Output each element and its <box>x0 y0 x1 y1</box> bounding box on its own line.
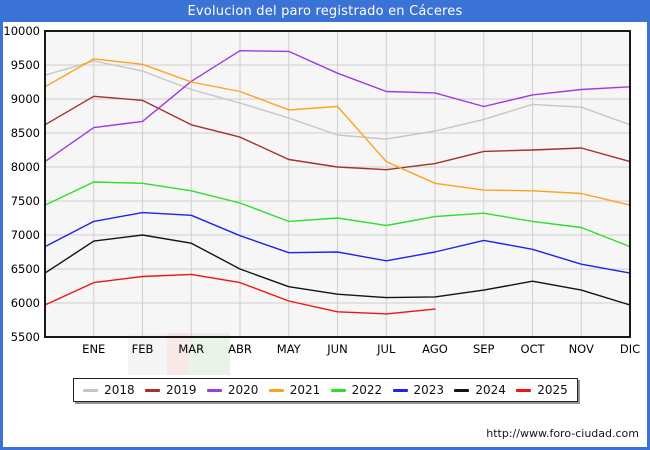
legend-label-2023: 2023 <box>413 383 445 397</box>
x-tick-label: ENE <box>82 342 105 356</box>
legend-item-2018: 2018 <box>83 383 135 397</box>
y-tick-label: 9000 <box>11 92 40 106</box>
watermark-flag <box>167 333 189 375</box>
y-tick-label: 10000 <box>3 24 40 38</box>
legend-item-2022: 2022 <box>330 383 383 397</box>
series-line-2021 <box>44 58 631 206</box>
series-line-2022 <box>44 181 631 248</box>
y-tick-label: 9500 <box>11 58 40 72</box>
watermark-flag <box>128 333 167 375</box>
x-tick-label: NOV <box>569 342 594 356</box>
legend-marker-2021 <box>268 388 284 392</box>
legend-marker-2019 <box>145 388 161 392</box>
x-tick-label: SEP <box>473 342 495 356</box>
chart-title: Evolucion del paro registrado en Cáceres <box>187 3 463 19</box>
y-tick-label: 8000 <box>11 160 40 174</box>
series-line-2023 <box>44 211 631 274</box>
legend-item-2025: 2025 <box>516 383 568 397</box>
x-tick-label: MAR <box>178 342 204 356</box>
x-tick-label: JUL <box>376 342 396 356</box>
legend-label-2022: 2022 <box>351 383 383 397</box>
legend: 2018 2019 2020 2021 2022 2023 2024 2025 <box>73 378 578 402</box>
legend-label-2018: 2018 <box>104 383 135 397</box>
series-line-2020 <box>44 50 631 163</box>
x-tick-label: DIC <box>620 342 640 356</box>
plot-border <box>44 30 631 338</box>
line-chart: 10000 9500 9000 8500 8000 7500 7000 6500 6000 550… <box>3 24 640 375</box>
series-line-2024 <box>44 234 631 306</box>
legend-item-2019: 2019 <box>145 383 197 397</box>
x-tick-label: FEB <box>132 342 154 356</box>
x-tick-label: ABR <box>228 342 252 356</box>
legend-item-2020: 2020 <box>206 383 259 397</box>
watermark-flag <box>189 333 230 375</box>
series-line-2019 <box>44 95 631 171</box>
legend-item-2024: 2024 <box>454 383 506 397</box>
chart-content: 10000 9500 9000 8500 8000 7500 7000 6500 6000 550… <box>3 22 647 447</box>
legend-label-2024: 2024 <box>475 383 506 397</box>
legend-marker-2022 <box>330 388 346 392</box>
legend-marker-2024 <box>454 388 470 392</box>
legend-label-2021: 2021 <box>289 383 321 397</box>
x-tick-label: JUN <box>326 342 347 356</box>
legend-marker-2020 <box>206 388 222 392</box>
y-tick-label: 6000 <box>11 296 40 310</box>
x-tick-label: OCT <box>520 342 545 356</box>
x-tick-label: MAY <box>277 342 302 356</box>
series-line-2018 <box>44 60 631 140</box>
y-tick-label: 7000 <box>11 228 40 242</box>
legend-marker-2023 <box>392 388 408 392</box>
legend-label-2020: 2020 <box>227 383 259 397</box>
chart-title-bar: Evolucion del paro registrado en Cáceres <box>0 0 650 22</box>
y-tick-label: 5500 <box>11 330 40 344</box>
y-tick-label: 7500 <box>11 194 40 208</box>
series-line-2025 <box>44 273 436 315</box>
footer-url[interactable]: http://www.foro-ciudad.com <box>486 427 639 440</box>
legend-item-2021: 2021 <box>268 383 321 397</box>
legend-label-2025: 2025 <box>537 383 568 397</box>
legend-marker-2025 <box>516 388 532 392</box>
legend-label-2019: 2019 <box>166 383 197 397</box>
x-tick-label: AGO <box>422 342 448 356</box>
legend-item-2023: 2023 <box>392 383 445 397</box>
legend-marker-2018 <box>83 388 99 392</box>
y-tick-label: 8500 <box>11 126 40 140</box>
y-tick-label: 6500 <box>11 262 40 276</box>
